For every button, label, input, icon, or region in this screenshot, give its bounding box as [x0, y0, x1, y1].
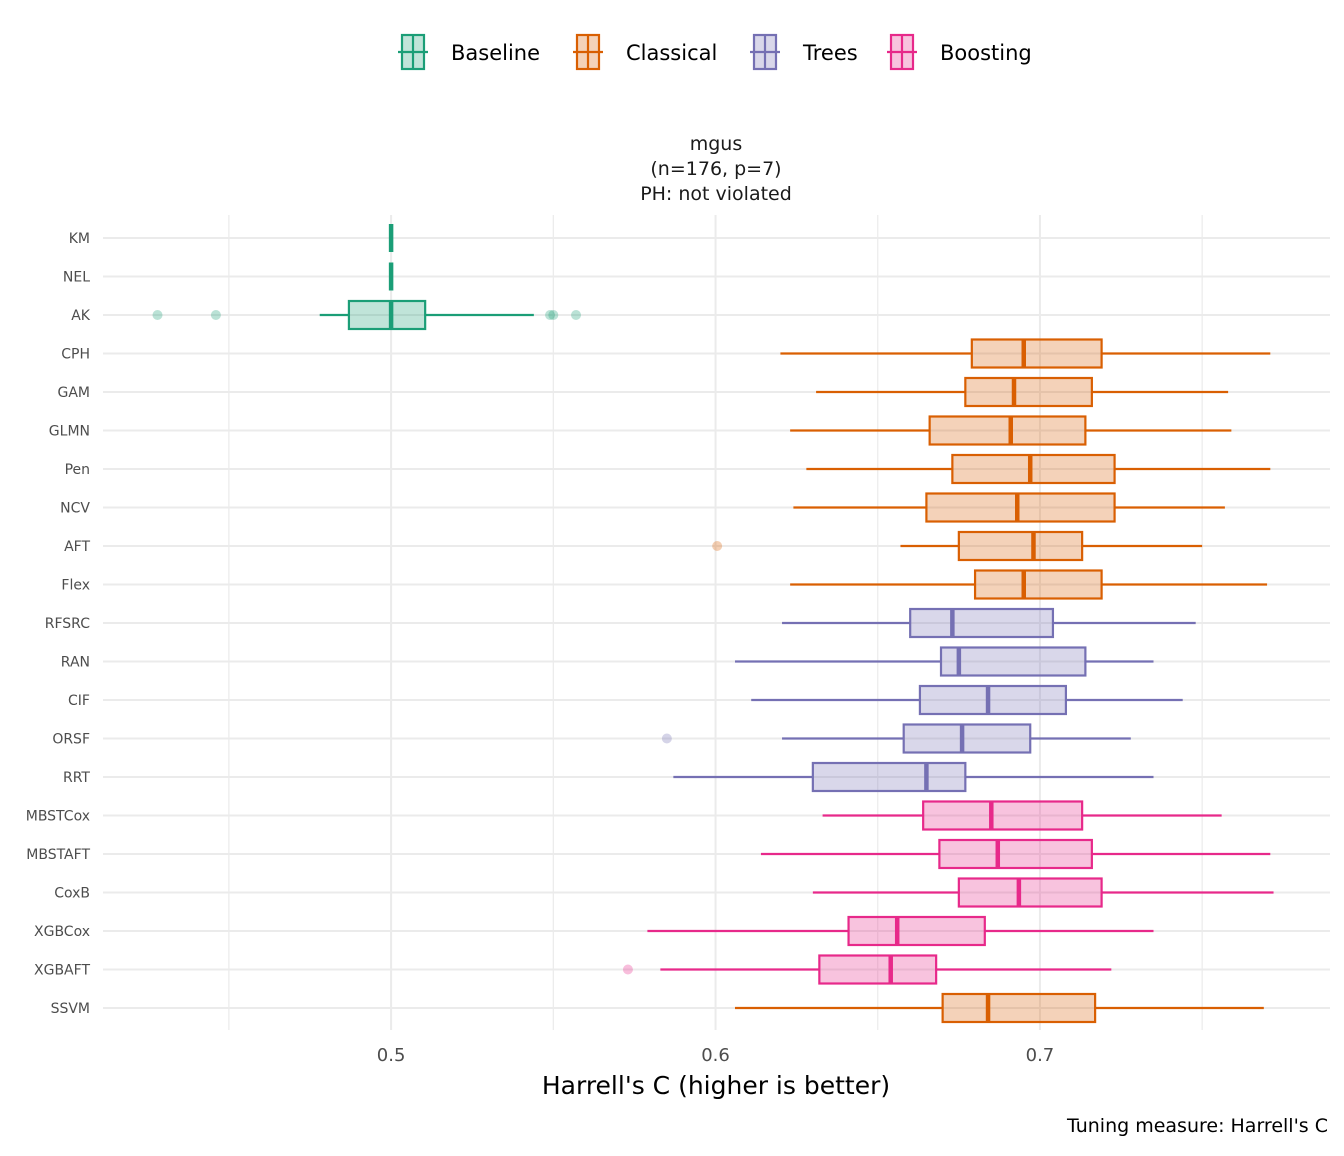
box-iqr [938, 838, 1093, 870]
y-tick-label: AFT [64, 539, 90, 555]
y-tick-label: SSVM [51, 1001, 90, 1017]
outlier-point [152, 310, 163, 320]
box-gam [816, 376, 1229, 408]
legend-item-baseline: Baseline [398, 33, 540, 71]
outlier-point [210, 310, 221, 320]
y-tick-label: RRT [63, 770, 90, 786]
box-pen [806, 453, 1271, 485]
y-tick-label: AK [71, 308, 91, 324]
box-iqr [939, 646, 1087, 677]
y-tick-label: ORSF [52, 732, 90, 748]
caption: Tuning measure: Harrell's C [1066, 1115, 1328, 1137]
y-tick-label: NEL [63, 270, 90, 286]
box-iqr [818, 954, 938, 985]
legend: Baseline Classical Trees Boosting [398, 33, 1032, 71]
y-tick-label: XGBCox [34, 924, 90, 940]
box-iqr [909, 607, 1055, 639]
box-flex [790, 569, 1268, 600]
y-tick-label: GAM [57, 385, 90, 401]
box-orsf [661, 723, 1131, 754]
y-tick-label: MBSTCox [26, 809, 90, 825]
x-tick-label: 0.6 [701, 1045, 730, 1066]
box-ncv [793, 492, 1225, 523]
y-tick-label: CoxB [54, 886, 90, 902]
box-iqr [347, 299, 427, 331]
box-mbstaft [760, 838, 1271, 870]
outlier-point [622, 964, 633, 975]
box-glmn [790, 415, 1232, 446]
legend-item-boosting: Boosting [887, 33, 1032, 71]
box-iqr [941, 992, 1097, 1024]
y-tick-label: RAN [61, 655, 90, 671]
y-tick-label: KM [69, 231, 90, 247]
facet-title-line-3: PH: not violated [640, 183, 792, 205]
y-tick-label: CPH [61, 347, 90, 363]
y-tick-label: NCV [60, 501, 90, 517]
y-tick-label: Flex [61, 578, 90, 594]
y-tick-label: Pen [65, 462, 90, 478]
box-iqr [928, 415, 1087, 446]
box-iqr [964, 376, 1093, 408]
box-aft [712, 530, 1203, 562]
outlier-point [548, 310, 559, 320]
legend-label: Baseline [451, 41, 540, 65]
box-iqr [925, 492, 1116, 523]
box-ssvm [734, 992, 1264, 1024]
box-iqr [918, 684, 1068, 716]
box-iqr [951, 453, 1116, 485]
boxes [152, 224, 1274, 1024]
box-ran [734, 646, 1154, 677]
y-tick-label: GLMN [49, 424, 90, 440]
box-iqr [973, 569, 1103, 600]
box-iqr [902, 723, 1032, 754]
x-tick-label: 0.7 [1026, 1045, 1055, 1066]
box-rfsrc [782, 607, 1196, 639]
box-iqr [847, 915, 986, 947]
box-xgbcox [647, 915, 1154, 947]
legend-label: Classical [626, 41, 717, 65]
box-coxb [812, 877, 1274, 908]
box-iqr [970, 338, 1103, 369]
box-iqr [811, 761, 967, 793]
x-axis-labels: 0.5 0.6 0.7 [377, 1045, 1055, 1066]
y-tick-label: CIF [68, 693, 90, 709]
y-tick-label: RFSRC [45, 616, 90, 632]
y-axis-labels: KM NEL AK CPH GAM GLMN Pen NCV AFT Flex RFSRC RAN CI… [26, 231, 91, 1017]
x-axis-title: Harrell's C (higher is better) [542, 1071, 890, 1100]
outlier-point [571, 310, 582, 320]
legend-item-classical: Classical [573, 33, 717, 71]
box-xgbaft [622, 954, 1112, 985]
facet-title-line-2: (n=176, p=7) [650, 158, 781, 180]
box-ak [152, 299, 582, 331]
x-tick-label: 0.5 [377, 1045, 406, 1066]
outlier-point [661, 733, 672, 744]
box-cph [780, 338, 1271, 369]
box-rrt [673, 761, 1154, 793]
legend-label: Trees [802, 41, 858, 65]
facet-title-line-1: mgus [690, 133, 743, 155]
box-cif [751, 684, 1183, 716]
outlier-point [545, 310, 556, 320]
box-iqr [922, 800, 1084, 831]
legend-item-trees: Trees [750, 33, 858, 71]
outlier-point [712, 541, 723, 551]
legend-label: Boosting [940, 41, 1032, 65]
y-tick-label: XGBAFT [34, 963, 90, 979]
box-iqr [957, 877, 1103, 908]
y-tick-label: MBSTAFT [26, 847, 90, 863]
box-iqr [957, 530, 1084, 562]
box-mbstcox [822, 800, 1222, 831]
